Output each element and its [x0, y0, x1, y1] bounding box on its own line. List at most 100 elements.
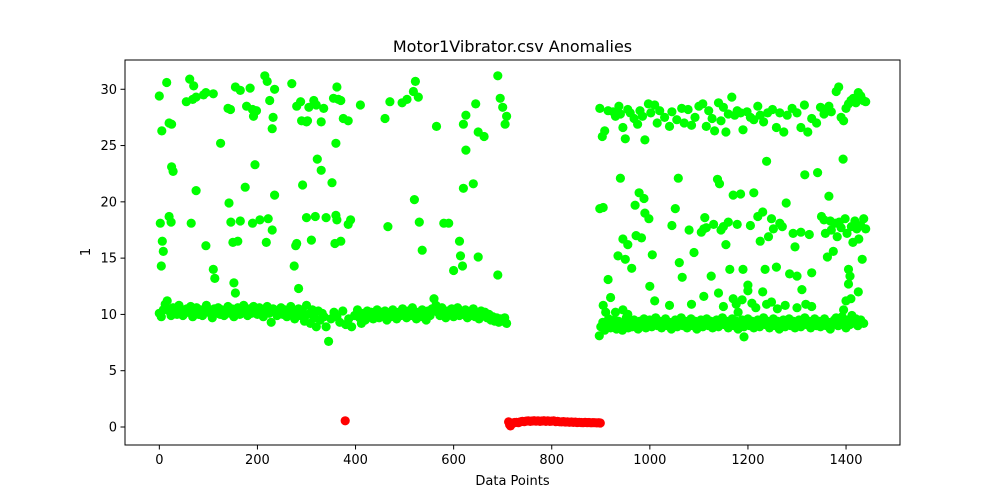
- data-point: [677, 272, 687, 282]
- data-point: [737, 295, 747, 305]
- data-point: [859, 214, 869, 224]
- data-point: [268, 112, 278, 122]
- data-point: [674, 258, 684, 268]
- data-point: [316, 165, 326, 175]
- data-point: [431, 121, 442, 131]
- data-point: [763, 232, 774, 242]
- data-point: [721, 127, 731, 137]
- data-point: [644, 214, 654, 224]
- x-tick-label: 1000: [633, 453, 666, 468]
- data-point: [324, 336, 334, 346]
- data-point: [799, 100, 810, 110]
- data-point: [262, 76, 272, 86]
- data-point: [493, 71, 503, 81]
- data-point: [749, 188, 759, 198]
- data-point: [861, 224, 871, 234]
- plot-area: [125, 60, 900, 445]
- x-tick-label: 1400: [829, 453, 862, 468]
- data-point: [321, 322, 331, 332]
- data-point: [738, 125, 748, 135]
- data-point: [615, 173, 626, 183]
- data-point: [822, 252, 833, 262]
- data-point: [667, 107, 677, 117]
- data-point: [417, 245, 427, 255]
- data-point: [797, 285, 807, 295]
- data-point: [449, 265, 459, 276]
- data-point: [595, 103, 605, 113]
- data-point: [690, 112, 700, 122]
- x-tick-label: 0: [155, 453, 163, 468]
- data-point: [191, 92, 201, 102]
- data-point: [701, 223, 711, 233]
- data-point: [186, 218, 196, 228]
- data-point: [683, 104, 693, 115]
- data-point: [296, 97, 306, 107]
- data-point: [736, 189, 746, 199]
- data-point: [201, 88, 211, 98]
- data-point: [861, 97, 871, 107]
- data-point: [321, 213, 331, 223]
- data-point: [723, 217, 733, 227]
- data-point: [461, 110, 471, 120]
- data-point: [347, 322, 357, 332]
- points-layer: [154, 71, 871, 431]
- data-point: [167, 119, 177, 129]
- data-point: [701, 121, 711, 131]
- data-point: [704, 106, 714, 116]
- data-point: [839, 305, 849, 315]
- x-tick-label: 800: [539, 453, 564, 468]
- data-point: [255, 215, 265, 225]
- data-point: [618, 122, 628, 133]
- data-point: [667, 220, 677, 231]
- data-point: [210, 273, 220, 283]
- data-point: [235, 216, 245, 226]
- data-point: [812, 118, 822, 128]
- data-point: [637, 111, 648, 121]
- data-point: [838, 154, 848, 164]
- data-point: [672, 115, 682, 125]
- y-tick-label: 20: [100, 195, 117, 210]
- data-point: [772, 304, 783, 314]
- data-point: [457, 261, 468, 271]
- data-point: [409, 195, 419, 205]
- data-point: [775, 108, 785, 118]
- plot-frame: [124, 59, 901, 446]
- data-point: [343, 116, 353, 126]
- data-point: [733, 307, 743, 317]
- data-point: [710, 126, 720, 136]
- data-point: [498, 102, 508, 112]
- data-point: [785, 269, 795, 279]
- data-point: [807, 268, 817, 278]
- data-point: [410, 76, 420, 86]
- data-point: [471, 99, 481, 109]
- data-point: [613, 251, 623, 261]
- data-point: [853, 287, 863, 297]
- data-point: [842, 228, 852, 238]
- data-point: [245, 83, 255, 93]
- data-point: [689, 247, 699, 258]
- data-point: [664, 300, 675, 310]
- data-point: [310, 211, 320, 222]
- data-point: [636, 233, 647, 243]
- data-point: [461, 145, 471, 155]
- data-point: [790, 242, 800, 252]
- data-point: [413, 92, 423, 102]
- data-point: [698, 99, 708, 109]
- data-point: [458, 119, 468, 129]
- data-point: [679, 118, 689, 128]
- data-point: [620, 134, 630, 144]
- data-point: [646, 108, 656, 118]
- data-point: [779, 127, 789, 137]
- data-point: [319, 103, 329, 113]
- data-point: [633, 119, 643, 129]
- data-point: [792, 108, 802, 118]
- data-point: [706, 271, 716, 281]
- data-point: [803, 127, 813, 137]
- data-point: [158, 246, 168, 256]
- data-point: [832, 232, 842, 242]
- data-point: [781, 198, 791, 208]
- data-point: [292, 238, 302, 249]
- data-point: [839, 116, 849, 126]
- data-point: [640, 135, 650, 145]
- y-tick-label: 0: [109, 420, 117, 435]
